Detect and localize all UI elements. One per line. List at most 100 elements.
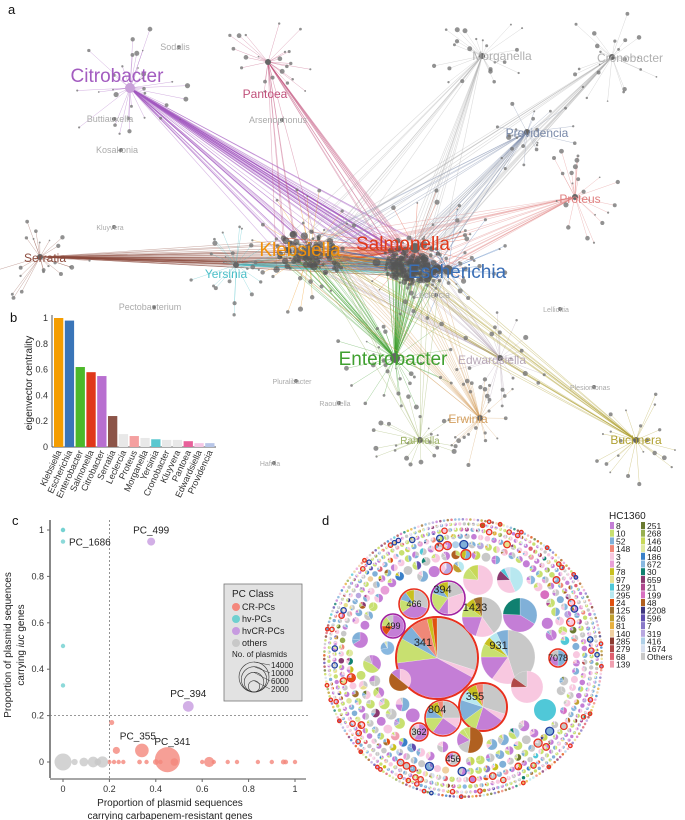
cluster-pie	[482, 793, 486, 797]
cluster-pie	[358, 601, 367, 609]
cluster-pie	[372, 756, 376, 760]
cluster-pie	[428, 786, 432, 790]
network-node	[577, 67, 581, 71]
cluster-pie	[353, 726, 358, 731]
network-node	[130, 104, 133, 108]
network-node	[287, 49, 291, 54]
network-node	[534, 147, 539, 152]
network-edge	[611, 13, 628, 58]
network-node	[127, 129, 132, 134]
network-edge	[413, 265, 637, 441]
cluster-pie	[471, 550, 481, 560]
cluster-pie	[421, 527, 426, 532]
network-node	[213, 237, 216, 241]
cluster-pie	[464, 527, 470, 532]
network-node	[222, 261, 225, 264]
cluster-pie	[327, 645, 332, 650]
network-node	[232, 313, 236, 317]
network-node	[444, 256, 448, 261]
cluster-pie	[333, 709, 336, 712]
network-node	[274, 237, 278, 241]
network-edge	[574, 177, 600, 198]
network-edge	[610, 414, 637, 441]
cluster-pie	[508, 727, 520, 740]
y-axis-label-line1: Proportion of plasmid sequences	[3, 572, 14, 718]
network-edge	[129, 87, 181, 120]
cluster-pie	[352, 741, 355, 745]
cluster-pie	[530, 536, 533, 539]
cluster-pie	[431, 521, 435, 524]
network-edge	[12, 256, 41, 295]
network-node	[607, 211, 610, 214]
network-node	[521, 27, 524, 30]
network-node	[496, 437, 499, 440]
cluster-pie	[570, 675, 578, 683]
data-point	[152, 759, 159, 765]
pie-slice	[354, 716, 358, 720]
network-edge	[238, 35, 269, 63]
cluster-pie	[329, 682, 334, 686]
network-node	[227, 279, 232, 284]
pie-slice	[481, 552, 491, 562]
network-node	[500, 156, 503, 160]
cluster-pie	[585, 626, 591, 631]
network-node	[321, 263, 325, 267]
network-node	[297, 306, 304, 312]
network-node	[536, 381, 541, 385]
network-node	[460, 79, 465, 84]
network-node	[306, 195, 309, 198]
network-node	[309, 68, 312, 71]
cluster-pie	[566, 572, 570, 577]
legend-swatch	[610, 637, 614, 645]
data-point	[137, 759, 142, 765]
network-edge	[304, 235, 637, 441]
network-node	[459, 231, 462, 233]
network-edge	[397, 259, 637, 441]
cluster-pie	[362, 753, 365, 756]
network-edge	[407, 56, 613, 273]
cluster-pie	[403, 531, 406, 534]
pie-slice	[491, 537, 495, 541]
network-edge	[383, 357, 396, 396]
cluster-pie	[343, 729, 347, 732]
network-edge	[20, 256, 41, 268]
pie-slice	[442, 741, 449, 753]
cluster-pie	[390, 548, 395, 553]
network-edge	[594, 33, 613, 58]
hub-label: Rahnella	[400, 436, 440, 447]
network-edge	[575, 24, 613, 58]
cluster-pie	[591, 705, 595, 709]
network-node	[460, 278, 467, 284]
cluster-pie	[351, 710, 358, 717]
network-edge	[329, 258, 396, 359]
cluster-pie	[437, 793, 441, 796]
cluster-pie	[402, 776, 406, 781]
pie-slice	[388, 762, 393, 767]
cluster-pie	[399, 532, 403, 536]
network-edge	[419, 434, 438, 441]
legend-swatch	[641, 568, 645, 576]
cluster-pie	[331, 609, 334, 613]
network-node	[510, 101, 515, 106]
network-edge	[332, 196, 576, 250]
cluster-pie	[382, 765, 387, 769]
network-edge	[315, 131, 528, 266]
cluster-pie	[582, 698, 587, 703]
cluster-pie	[539, 547, 544, 551]
cluster-pie	[584, 592, 588, 595]
cluster-pie	[561, 588, 568, 594]
cluster-pie	[455, 790, 459, 794]
network-edge	[129, 87, 404, 254]
cluster-pie	[367, 587, 375, 595]
cluster-pie	[569, 626, 577, 634]
cluster-pie	[485, 753, 495, 763]
cluster-pie	[494, 526, 498, 530]
cluster-pie	[437, 741, 449, 753]
cluster-pie	[582, 615, 588, 620]
pie-slice	[541, 617, 553, 629]
cluster-pie	[404, 539, 410, 545]
data-point	[255, 759, 261, 765]
network-edge	[267, 61, 286, 262]
pie-slice	[366, 733, 373, 739]
network-node	[653, 403, 657, 406]
